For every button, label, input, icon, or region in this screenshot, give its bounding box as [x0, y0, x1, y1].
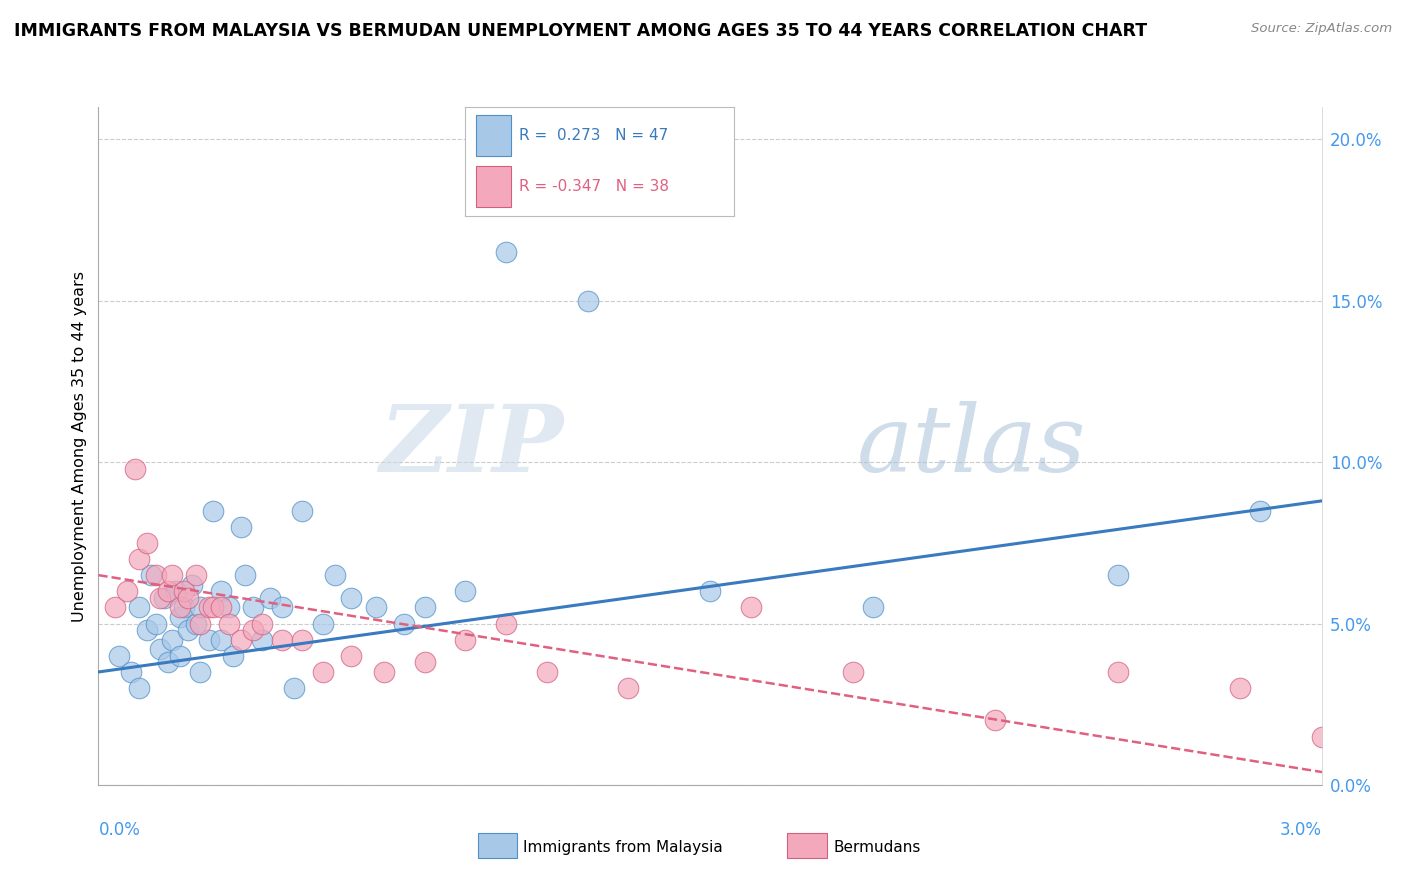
Point — [311, 665, 335, 679]
Point — [229, 519, 253, 533]
Text: R =  0.273   N = 47: R = 0.273 N = 47 — [519, 128, 668, 143]
Point — [270, 600, 292, 615]
Point — [495, 245, 517, 260]
Point — [495, 616, 517, 631]
Point — [177, 591, 200, 605]
Point — [209, 600, 232, 615]
Point — [108, 648, 131, 663]
Point — [1107, 665, 1129, 679]
Text: IMMIGRANTS FROM MALAYSIA VS BERMUDAN UNEMPLOYMENT AMONG AGES 35 TO 44 YEARS CORR: IMMIGRANTS FROM MALAYSIA VS BERMUDAN UNE… — [14, 22, 1147, 40]
Point — [128, 552, 150, 566]
Point — [454, 584, 477, 599]
Point — [323, 568, 346, 582]
Point — [165, 584, 187, 599]
Point — [104, 600, 127, 615]
Point — [536, 665, 558, 679]
Point — [699, 584, 721, 599]
Point — [340, 648, 363, 663]
Point — [186, 616, 208, 631]
Point — [233, 568, 256, 582]
Point — [413, 600, 436, 615]
Point — [188, 665, 212, 679]
Point — [173, 584, 195, 599]
Point — [152, 591, 174, 605]
Point — [169, 648, 191, 663]
Point — [862, 600, 884, 615]
Point — [169, 600, 191, 615]
Point — [242, 600, 264, 615]
Point — [259, 591, 281, 605]
Point — [841, 665, 863, 679]
Point — [145, 568, 167, 582]
Point — [160, 568, 183, 582]
Point — [145, 616, 167, 631]
Point — [364, 600, 387, 615]
Point — [128, 600, 150, 615]
Point — [222, 648, 245, 663]
Text: 3.0%: 3.0% — [1279, 821, 1322, 838]
Text: ZIP: ZIP — [380, 401, 564, 491]
Text: 0.0%: 0.0% — [98, 821, 141, 838]
Point — [128, 681, 150, 695]
Point — [197, 632, 219, 647]
Point — [169, 610, 191, 624]
Point — [149, 591, 172, 605]
Point — [229, 632, 253, 647]
Point — [197, 600, 219, 615]
Point — [1310, 730, 1333, 744]
Point — [160, 632, 183, 647]
Point — [136, 623, 159, 637]
Point — [181, 578, 204, 592]
FancyBboxPatch shape — [477, 166, 512, 207]
Point — [149, 642, 172, 657]
Point — [141, 568, 163, 582]
Point — [291, 503, 314, 517]
Point — [124, 461, 146, 475]
Point — [173, 600, 195, 615]
Text: atlas: atlas — [856, 401, 1087, 491]
Point — [270, 632, 292, 647]
Point — [209, 632, 232, 647]
Point — [186, 568, 208, 582]
Point — [291, 632, 314, 647]
Point — [201, 600, 224, 615]
FancyBboxPatch shape — [477, 115, 512, 156]
Point — [311, 616, 335, 631]
Point — [188, 600, 212, 615]
Point — [250, 632, 273, 647]
Point — [373, 665, 395, 679]
Point — [1249, 503, 1271, 517]
Text: Bermudans: Bermudans — [834, 840, 921, 855]
Point — [984, 714, 1007, 728]
Text: Immigrants from Malaysia: Immigrants from Malaysia — [523, 840, 723, 855]
Point — [392, 616, 416, 631]
Point — [413, 655, 436, 669]
Point — [1330, 746, 1353, 760]
Point — [242, 623, 264, 637]
Point — [218, 600, 240, 615]
Point — [1229, 681, 1251, 695]
Text: R = -0.347   N = 38: R = -0.347 N = 38 — [519, 178, 669, 194]
Point — [250, 616, 273, 631]
Point — [340, 591, 363, 605]
Point — [115, 584, 138, 599]
Point — [120, 665, 142, 679]
Text: Source: ZipAtlas.com: Source: ZipAtlas.com — [1251, 22, 1392, 36]
Point — [136, 536, 159, 550]
Point — [283, 681, 305, 695]
Y-axis label: Unemployment Among Ages 35 to 44 years: Unemployment Among Ages 35 to 44 years — [72, 270, 87, 622]
Point — [201, 503, 224, 517]
Point — [576, 293, 599, 308]
Point — [1107, 568, 1129, 582]
Point — [617, 681, 640, 695]
Point — [740, 600, 762, 615]
Point — [177, 623, 200, 637]
Point — [188, 616, 212, 631]
Point — [454, 632, 477, 647]
Point — [209, 584, 232, 599]
Point — [156, 655, 179, 669]
Point — [218, 616, 240, 631]
Point — [156, 584, 179, 599]
